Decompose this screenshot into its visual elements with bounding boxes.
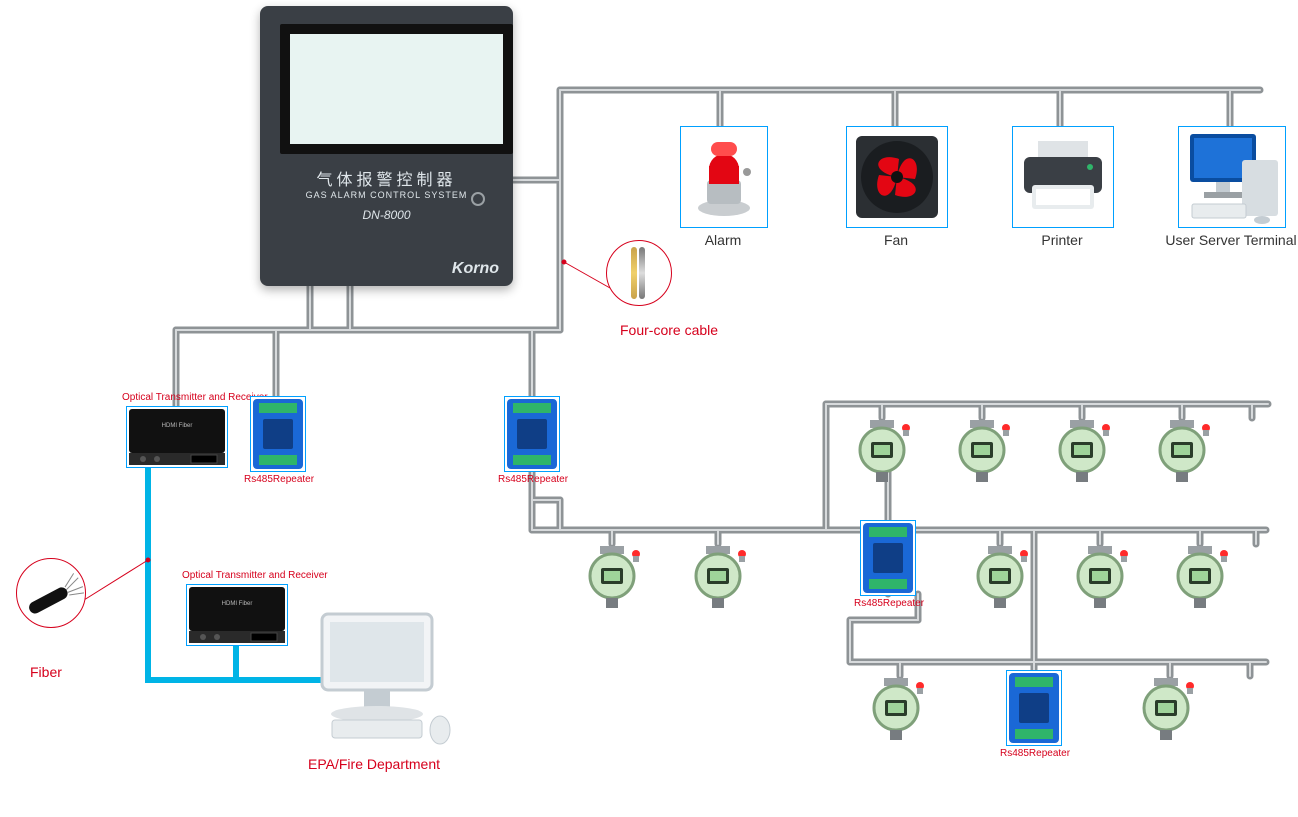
fan-label: Fan xyxy=(884,232,908,248)
four-core-cable-label: Four-core cable xyxy=(620,322,718,338)
rs485-repeater-4 xyxy=(1006,670,1062,746)
rs485-repeater-3 xyxy=(860,520,916,596)
controller-model: DN-8000 xyxy=(260,208,513,222)
rs485-repeater-3-label: Rs485Repeater xyxy=(854,598,924,609)
epa-terminal xyxy=(302,608,462,748)
gas-alarm-controller: 气体报警控制器 GAS ALARM CONTROL SYSTEM DN-8000… xyxy=(260,6,513,286)
fiber-label: Fiber xyxy=(30,664,62,680)
controller-brand: Korno xyxy=(452,260,499,278)
terminal-label: User Server Terminal xyxy=(1165,232,1296,248)
terminal-device xyxy=(1178,126,1286,228)
rs485-repeater-1-label: Rs485Repeater xyxy=(244,474,314,485)
controller-screen xyxy=(280,24,513,154)
optical-transceiver-2 xyxy=(186,584,288,646)
four-core-cable-callout xyxy=(606,240,672,306)
rs485-repeater-2 xyxy=(504,396,560,472)
optical-transceiver-1 xyxy=(126,406,228,468)
printer-device xyxy=(1012,126,1114,228)
printer-label: Printer xyxy=(1041,232,1082,248)
rs485-repeater-4-label: Rs485Repeater xyxy=(1000,748,1070,759)
controller-keyhole xyxy=(471,192,485,206)
optical-transceiver-2-label: Optical Transmitter and Receiver xyxy=(182,570,328,581)
controller-title-cn: 气体报警控制器 xyxy=(260,166,513,190)
rs485-repeater-2-label: Rs485Repeater xyxy=(498,474,568,485)
optical-transceiver-1-label: Optical Transmitter and Receiver xyxy=(122,392,268,403)
epa-terminal-label: EPA/Fire Department xyxy=(308,756,440,772)
rs485-repeater-1 xyxy=(250,396,306,472)
fan-device xyxy=(846,126,948,228)
alarm-label: Alarm xyxy=(705,232,742,248)
alarm-device xyxy=(680,126,768,228)
fiber-callout xyxy=(16,558,86,628)
